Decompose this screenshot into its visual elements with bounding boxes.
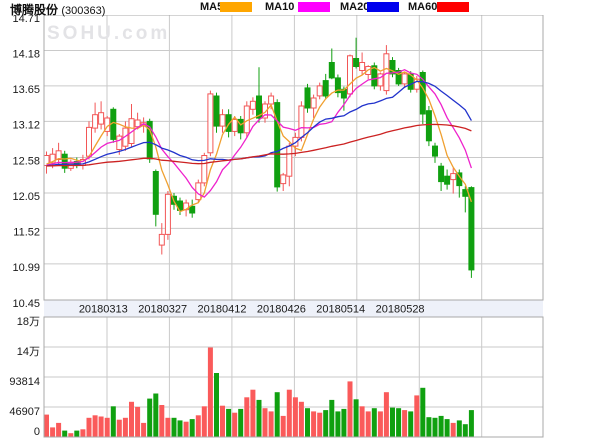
svg-text:12.05: 12.05 — [12, 191, 40, 203]
stock-name-text: 博腾股份 — [10, 3, 59, 17]
ma60-line — [46, 123, 472, 167]
svg-text:13.65: 13.65 — [12, 84, 40, 96]
svg-text:20180327: 20180327 — [138, 304, 187, 316]
pane-borders — [43, 14, 544, 438]
volume-axis-labels: 18万 14万 93814 46907 0 — [9, 316, 40, 438]
svg-text:93814: 93814 — [9, 376, 40, 388]
ma5-line — [46, 66, 473, 213]
svg-text:0: 0 — [34, 426, 40, 438]
svg-text:11.52: 11.52 — [13, 226, 40, 238]
legend-swatch-ma10 — [298, 2, 330, 12]
svg-text:46907: 46907 — [9, 406, 40, 418]
stock-code: (300363) — [61, 5, 106, 17]
svg-text:20180514: 20180514 — [316, 304, 365, 316]
svg-text:10.99: 10.99 — [12, 262, 40, 274]
volume-bars — [44, 347, 474, 437]
svg-text:13.12: 13.12 — [12, 119, 40, 131]
legend-swatch-ma20 — [367, 2, 399, 12]
ma20-line — [46, 80, 472, 167]
legend-label-ma5: MA5 — [200, 1, 224, 13]
svg-text:12.58: 12.58 — [12, 156, 40, 168]
svg-text:14.71: 14.71 — [12, 13, 40, 25]
date-axis-band — [44, 300, 543, 317]
svg-text:18万: 18万 — [17, 316, 40, 328]
svg-text:20180528: 20180528 — [376, 304, 425, 316]
legend-swatch-ma5 — [220, 2, 252, 12]
stock-name: 博腾股份 (300363) — [10, 1, 105, 18]
chart-header: 博腾股份 (300363) MA5 MA10 MA20 MA60 — [0, 0, 600, 18]
svg-text:20180313: 20180313 — [79, 304, 128, 316]
legend-label-ma10: MA10 — [265, 1, 295, 13]
candlesticks — [43, 37, 475, 278]
svg-text:14万: 14万 — [17, 346, 40, 358]
svg-text:20180412: 20180412 — [198, 304, 247, 316]
ma10-line — [46, 68, 473, 198]
legend-label-ma60: MA60 — [408, 1, 438, 13]
svg-text:10.45: 10.45 — [12, 298, 40, 310]
ma-lines — [46, 66, 473, 213]
svg-text:20180426: 20180426 — [257, 304, 306, 316]
svg-text:14.18: 14.18 — [12, 49, 40, 61]
price-axis-labels: 14.71 14.18 13.65 13.12 12.58 12.05 11.52 10.99… — [12, 13, 40, 310]
date-axis-labels: 20180313 20180327 20180412 20180426 20180514… — [79, 304, 425, 316]
legend-swatch-ma60 — [437, 2, 469, 12]
legend-label-ma20: MA20 — [340, 1, 370, 13]
sohu-watermark: SOHU.com — [47, 23, 171, 44]
